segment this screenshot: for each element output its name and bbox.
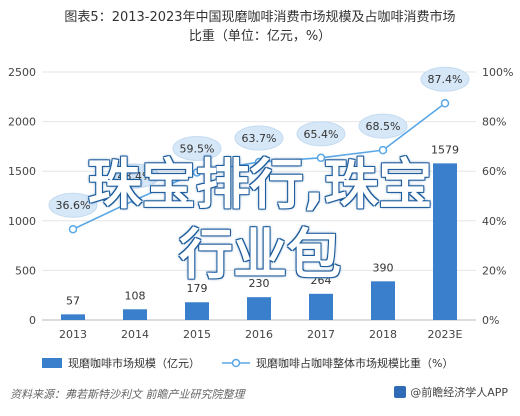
data-label-bubble <box>172 135 222 161</box>
right-axis-tick-label: 80% <box>482 116 506 129</box>
brand-label: @前瞻经济学人APP <box>410 386 508 399</box>
line-point <box>130 195 140 205</box>
line-point <box>254 157 264 167</box>
brand-credit: @前瞻经济学人APP <box>394 384 508 400</box>
x-axis-tick-label: 2017 <box>307 328 335 341</box>
chart-title-line1: 图表5：2013-2023年中国现磨咖啡消费市场规模及占咖啡消费市场 <box>64 10 456 25</box>
data-label-bubble <box>234 125 284 151</box>
line-data-label: 63.7% <box>242 132 277 145</box>
line-point <box>378 145 388 155</box>
chart-title: 图表5：2013-2023年中国现磨咖啡消费市场规模及占咖啡消费市场 比重（单位… <box>0 8 520 46</box>
line-data-label: 59.5% <box>180 142 215 155</box>
bar-data-label: 264 <box>311 274 332 287</box>
left-axis-tick-label: 2500 <box>8 66 36 79</box>
bar-data-label: 108 <box>125 289 146 302</box>
data-label-bubble <box>296 121 346 147</box>
bar-data-label: 390 <box>373 261 394 274</box>
x-axis-tick-label: 2023E <box>428 328 463 341</box>
line-point <box>440 98 450 108</box>
brand-logo-icon <box>394 386 407 398</box>
left-axis-tick-label: 500 <box>15 264 36 277</box>
legend-swatch-bar <box>42 358 62 368</box>
bar <box>433 163 457 320</box>
left-axis-tick-label: 1500 <box>8 165 36 178</box>
right-axis-tick-label: 40% <box>482 215 506 228</box>
left-axis-tick-label: 0 <box>29 314 36 327</box>
right-axis-tick-label: 100% <box>482 66 513 79</box>
x-axis-tick-label: 2016 <box>245 328 273 341</box>
legend-swatch-marker <box>231 358 241 368</box>
bar-data-label: 230 <box>249 277 270 290</box>
line-data-label: 65.4% <box>304 128 339 141</box>
line-point <box>192 168 202 177</box>
right-axis-tick-label: 20% <box>482 264 506 277</box>
bar <box>247 297 271 320</box>
legend-label-bar: 现磨咖啡市场规模（亿元） <box>68 356 200 370</box>
line-point <box>316 153 326 163</box>
source-note: 资料来源：弗若斯特沙利文 前瞻产业研究院整理 <box>10 388 245 401</box>
x-axis-tick-label: 2013 <box>59 328 87 341</box>
data-label-bubble <box>358 113 408 139</box>
left-axis-tick-label: 1000 <box>8 215 36 228</box>
line-point <box>68 224 78 234</box>
bar <box>123 309 147 320</box>
x-axis-tick-label: 2014 <box>121 328 149 341</box>
chart-title-line2: 比重（单位：亿元，%） <box>188 29 332 44</box>
bar-data-label: 57 <box>66 294 80 307</box>
x-axis-tick-label: 2018 <box>369 328 397 341</box>
bar-data-label: 179 <box>187 282 208 295</box>
right-axis-tick-label: 60% <box>482 165 506 178</box>
line-data-label: 87.4% <box>428 73 463 86</box>
bar <box>371 281 395 320</box>
bar-data-label: 1579 <box>431 143 459 156</box>
data-label-bubble <box>48 192 98 218</box>
legend-label-line: 现磨咖啡占咖啡整体市场规模比重（%） <box>256 356 453 370</box>
line-data-label: 36.6% <box>56 199 91 212</box>
line-data-label: 68.5% <box>366 120 401 133</box>
x-axis-tick-label: 2015 <box>183 328 211 341</box>
data-label-bubble <box>110 163 160 189</box>
bar <box>309 293 333 320</box>
bar <box>185 302 209 320</box>
bar <box>61 314 85 320</box>
data-label-bubble <box>420 66 470 92</box>
line-data-label: 48.4% <box>118 170 153 183</box>
right-axis-tick-label: 0% <box>482 314 499 327</box>
left-axis-tick-label: 2000 <box>8 116 36 129</box>
